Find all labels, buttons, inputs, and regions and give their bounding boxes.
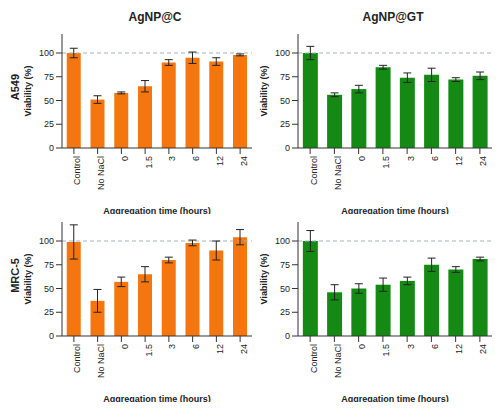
- svg-text:0: 0: [285, 331, 290, 341]
- svg-text:No NaCl: No NaCl: [96, 156, 106, 190]
- svg-text:50: 50: [44, 96, 54, 106]
- html-text:A549: A549: [9, 73, 21, 101]
- svg-text:100: 100: [39, 48, 54, 58]
- svg-text:25: 25: [44, 119, 54, 129]
- svg-text:Aggregation time (hours): Aggregation time (hours): [341, 394, 449, 402]
- svg-text:Control: Control: [309, 156, 319, 185]
- svg-text:0: 0: [357, 344, 367, 349]
- svg-text:Control: Control: [72, 156, 82, 185]
- svg-text:75: 75: [280, 72, 290, 82]
- svg-text:6: 6: [191, 344, 201, 349]
- svg-text:0: 0: [357, 156, 367, 161]
- svg-text:75: 75: [44, 72, 54, 82]
- svg-text:Control: Control: [309, 344, 319, 373]
- svg-text:3: 3: [406, 344, 416, 349]
- svg-text:24: 24: [239, 156, 249, 166]
- svg-text:75: 75: [44, 260, 54, 270]
- svg-text:6: 6: [430, 344, 440, 349]
- svg-text:0: 0: [120, 156, 130, 161]
- svg-text:50: 50: [280, 284, 290, 294]
- svg-text:Viability (%): Viability (%): [23, 254, 33, 305]
- svg-text:24: 24: [478, 156, 488, 166]
- svg-text:50: 50: [280, 96, 290, 106]
- svg-text:100: 100: [275, 236, 290, 246]
- svg-text:50: 50: [44, 284, 54, 294]
- svg-text:24: 24: [478, 344, 488, 354]
- svg-text:6: 6: [430, 156, 440, 161]
- html-text:AgNP@GT: AgNP@GT: [362, 10, 424, 24]
- svg-text:24: 24: [239, 344, 249, 354]
- svg-text:1.5: 1.5: [144, 156, 154, 169]
- svg-text:6: 6: [191, 156, 201, 161]
- svg-text:0: 0: [120, 344, 130, 349]
- svg-text:Viability (%): Viability (%): [259, 254, 269, 305]
- svg-text:100: 100: [275, 48, 290, 58]
- svg-text:Aggregation time (hours): Aggregation time (hours): [103, 206, 211, 214]
- svg-text:25: 25: [280, 307, 290, 317]
- svg-text:Aggregation time (hours): Aggregation time (hours): [341, 206, 449, 214]
- svg-text:25: 25: [44, 307, 54, 317]
- svg-text:100: 100: [39, 236, 54, 246]
- svg-text:0: 0: [285, 143, 290, 153]
- svg-text:1.5: 1.5: [381, 344, 391, 357]
- svg-text:12: 12: [215, 156, 225, 166]
- svg-text:0: 0: [49, 143, 54, 153]
- html-text:MRC-5: MRC-5: [9, 257, 21, 293]
- svg-text:3: 3: [406, 156, 416, 161]
- svg-text:Viability (%): Viability (%): [259, 66, 269, 117]
- svg-text:3: 3: [167, 344, 177, 349]
- svg-text:No NaCl: No NaCl: [333, 156, 343, 190]
- svg-text:12: 12: [215, 344, 225, 354]
- html-text:AgNP@C: AgNP@C: [128, 10, 182, 24]
- svg-text:Control: Control: [72, 344, 82, 373]
- svg-text:0: 0: [49, 331, 54, 341]
- svg-text:75: 75: [280, 260, 290, 270]
- svg-text:25: 25: [280, 119, 290, 129]
- svg-text:No NaCl: No NaCl: [333, 344, 343, 378]
- svg-text:1.5: 1.5: [381, 156, 391, 169]
- svg-text:No NaCl: No NaCl: [96, 344, 106, 378]
- svg-text:Viability (%): Viability (%): [23, 66, 33, 117]
- svg-text:Aggregation time (hours): Aggregation time (hours): [103, 394, 211, 402]
- svg-text:3: 3: [167, 156, 177, 161]
- svg-text:12: 12: [454, 156, 464, 166]
- svg-text:1.5: 1.5: [144, 344, 154, 357]
- svg-text:12: 12: [454, 344, 464, 354]
